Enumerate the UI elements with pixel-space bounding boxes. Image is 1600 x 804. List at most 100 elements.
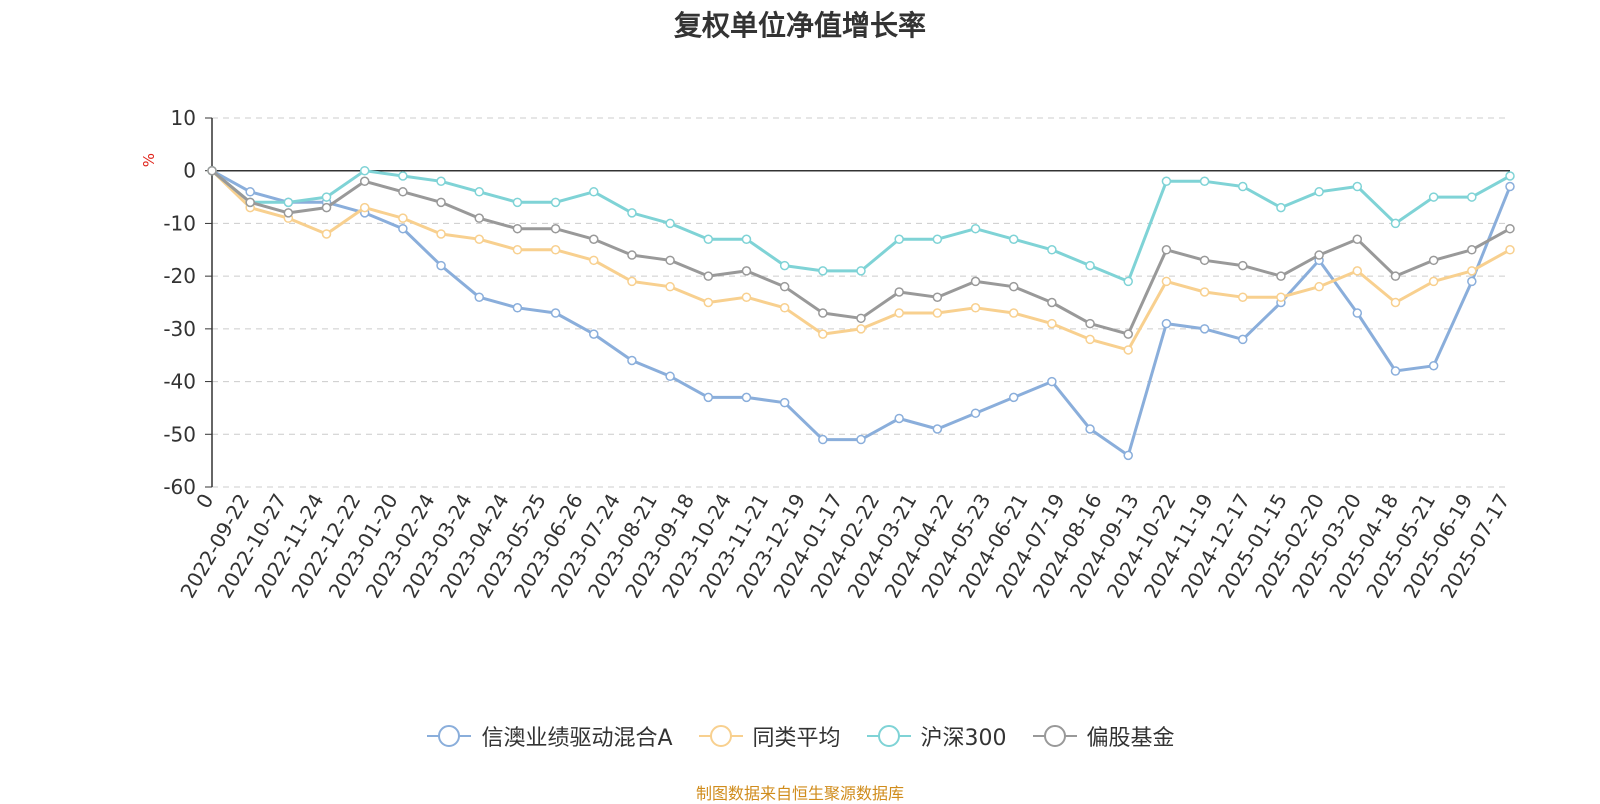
legend-item-series-3[interactable]: 偏股基金 [1031, 720, 1175, 752]
series-0-point [665, 371, 675, 382]
series-2-point [970, 223, 981, 234]
series-2-point [512, 197, 523, 208]
series-2-point [1467, 192, 1477, 202]
series-2-point [589, 187, 599, 197]
series-2-point [550, 197, 561, 208]
series-1-point [1123, 345, 1133, 355]
y-tick-label: -10 [163, 211, 196, 235]
y-tick-label: 10 [171, 106, 196, 130]
series-3-point [1390, 271, 1401, 281]
legend-label: 沪深300 [920, 726, 1007, 751]
series-0-point [1199, 324, 1210, 334]
legend-marker-icon [427, 725, 472, 747]
legend-marker-icon [698, 725, 743, 747]
series-3-point [1428, 255, 1439, 266]
series-1-point [932, 308, 943, 318]
series-2-point [703, 234, 714, 244]
series-1-point [1047, 318, 1057, 329]
series-2-point [436, 176, 446, 187]
series-3-point [283, 208, 294, 218]
series-2-point [779, 260, 790, 271]
series-0-point [1161, 318, 1172, 329]
series-0-point [512, 303, 523, 313]
series-1-point [1199, 287, 1210, 297]
series-1-point [1314, 281, 1324, 292]
series-3-point [932, 292, 943, 302]
series-3-point [1467, 245, 1477, 255]
series-2-point [1314, 187, 1324, 197]
series-2-point [474, 187, 484, 197]
series-3-point [703, 271, 714, 281]
series-2-point [1276, 202, 1286, 213]
series-0-point [589, 329, 599, 339]
series-3-point [1276, 271, 1286, 281]
series-3-point [550, 223, 561, 234]
series-0-point [1505, 181, 1515, 192]
series-3-point [1161, 245, 1172, 255]
series-1-point [359, 202, 370, 213]
series-0-point [627, 355, 637, 366]
series-2-point [894, 234, 904, 244]
series-2-point [359, 165, 370, 176]
series-1-point [436, 229, 446, 239]
legend-marker-icon [866, 725, 911, 747]
series-2-point [1390, 218, 1401, 229]
legend-item-series-0[interactable]: 信澳业绩驱动混合A [425, 720, 673, 752]
series-2-point [1199, 176, 1210, 187]
series-1-point [1352, 266, 1363, 276]
series-3-point [321, 202, 332, 213]
series-3-point [1085, 318, 1095, 329]
chart-title: 复权单位净值增长率 [673, 9, 926, 42]
y-axis-unit-label: % [140, 153, 158, 167]
series-0-point [1352, 308, 1363, 318]
series-0-point [1238, 334, 1248, 345]
series-3-point [1314, 250, 1324, 260]
series-2-point [321, 192, 332, 202]
series-2-point [1085, 260, 1095, 271]
series-3-point [474, 213, 484, 223]
series-line-0 [210, 169, 1512, 457]
series-3-point [245, 197, 255, 208]
series-0-point [1428, 361, 1439, 371]
series-1-point [1467, 266, 1477, 276]
legend-label: 同类平均 [752, 726, 841, 751]
legend-item-series-2[interactable]: 沪深300 [865, 720, 1007, 752]
series-3-point [741, 266, 752, 276]
series-1-point [1161, 276, 1172, 287]
series-2-point [665, 218, 675, 229]
series-3-point [779, 281, 790, 292]
series-3-point [894, 287, 904, 297]
series-1-point [627, 276, 637, 287]
series-0-point [703, 392, 714, 403]
series-1-point [665, 281, 675, 292]
series-3-point [207, 165, 217, 176]
series-0-point [1390, 366, 1401, 376]
series-2-point [1008, 234, 1019, 244]
series-3-point [1123, 329, 1133, 339]
x-tick-label: 0 [191, 490, 218, 513]
legend-item-series-1[interactable]: 同类平均 [697, 720, 841, 752]
series-2-point [856, 266, 866, 276]
series-0-point [398, 223, 408, 234]
series-0-point [1008, 392, 1019, 403]
series-0-point [1085, 424, 1095, 434]
series-1-point [474, 234, 484, 244]
series-1-point [1428, 276, 1439, 287]
y-tick-label: -60 [163, 475, 196, 499]
series-1-point [589, 255, 599, 266]
series-1-point [1276, 292, 1286, 302]
series-2-point [932, 234, 943, 244]
y-tick-label: -20 [163, 264, 196, 288]
series-3-point [1008, 281, 1019, 292]
series-2-point [1505, 171, 1515, 181]
series-0-point [818, 434, 828, 445]
data-source-note: 制图数据来自恒生聚源数据库 [695, 784, 904, 803]
series-3-point [589, 234, 599, 244]
series-0-point [779, 397, 790, 408]
series-1-point [703, 297, 714, 308]
legend-marker-icon [1032, 725, 1077, 747]
y-tick-label: -50 [163, 422, 196, 446]
legend: 信澳业绩驱动混合A 同类平均 沪深300 偏股基金 [0, 720, 1600, 752]
series-3-point [818, 308, 828, 318]
